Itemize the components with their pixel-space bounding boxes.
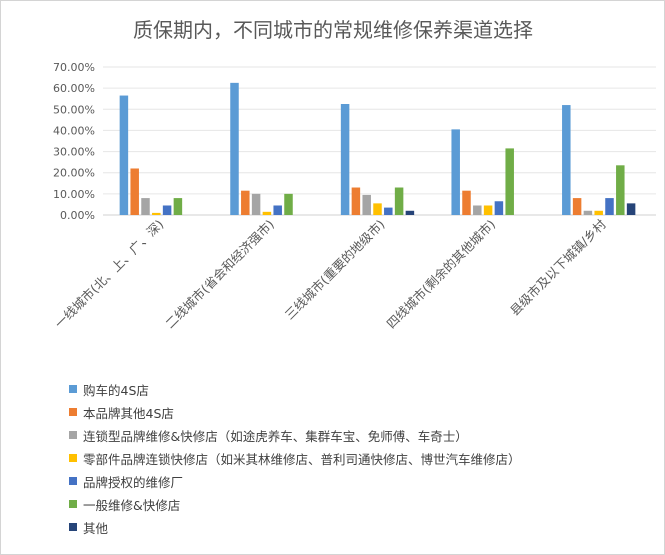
y-tick-label: 30.00%	[53, 146, 95, 159]
legend-swatch	[69, 523, 77, 531]
x-tick-label: 四线城市(剩余的其他城市)	[383, 217, 498, 332]
bar	[262, 211, 272, 215]
bar	[594, 210, 603, 215]
bar	[483, 205, 493, 215]
legend-swatch	[69, 454, 77, 462]
bar	[141, 198, 150, 215]
bar	[340, 104, 350, 215]
bar	[605, 198, 614, 215]
bar	[562, 105, 571, 215]
legend-item: 零部件品牌连锁快修店（如米其林维修店、普利司通快修店、博世汽车维修店）	[69, 448, 521, 468]
legend-item: 本品牌其他4S店	[69, 402, 521, 422]
legend-swatch	[69, 408, 77, 416]
legend-swatch	[69, 431, 77, 439]
x-tick-label: 县级市及以下城镇/乡村	[507, 216, 609, 318]
legend-item: 其他	[69, 517, 521, 537]
y-tick-label: 50.00%	[53, 103, 95, 116]
bar	[273, 205, 282, 215]
x-tick-label: 三线城市(重要的地级市)	[282, 217, 388, 323]
bar	[230, 82, 239, 215]
bar	[130, 168, 139, 215]
bar	[505, 148, 514, 215]
bar	[394, 187, 404, 215]
bar	[362, 194, 371, 215]
legend-swatch	[69, 385, 77, 393]
gridlines	[103, 66, 656, 216]
bar	[572, 198, 582, 215]
legend-swatch	[69, 477, 77, 485]
legend-label: 品牌授权的维修厂	[83, 474, 184, 490]
bar	[351, 187, 361, 215]
bar	[384, 207, 393, 215]
bar	[451, 129, 460, 215]
legend-item: 一般维修&快修店	[69, 494, 521, 514]
legend-label: 连锁型品牌维修&快修店（如途虎养车、集群车宝、免师傅、车奇士）	[83, 428, 468, 444]
legend: 购车的4S店本品牌其他4S店连锁型品牌维修&快修店（如途虎养车、集群车宝、免师傅…	[69, 379, 521, 540]
legend-item: 购车的4S店	[69, 379, 521, 399]
legend-item: 连锁型品牌维修&快修店（如途虎养车、集群车宝、免师傅、车奇士）	[69, 425, 521, 445]
bars	[119, 82, 636, 215]
legend-label: 一般维修&快修店	[83, 497, 181, 513]
bar	[162, 205, 172, 215]
y-axis: 0.00% 10.00% 20.00% 30.00% 40.00% 50.00% 60.00…	[53, 61, 95, 222]
legend-label: 其他	[83, 520, 109, 536]
bar	[152, 212, 161, 215]
bar	[251, 193, 261, 215]
bar	[119, 95, 129, 215]
legend-label: 购车的4S店	[83, 382, 149, 398]
y-tick-label: 60.00%	[53, 82, 95, 95]
x-tick-label: 二线城市(省会和经济强市)	[162, 217, 277, 332]
x-tick-label: 一线城市(北、上、广、深)	[52, 217, 167, 332]
bar	[494, 201, 504, 215]
legend-swatch	[69, 500, 77, 508]
bar	[405, 210, 415, 215]
x-axis: 一线城市(北、上、广、深)二线城市(省会和经济强市) 三线城市(重要的地级市)四线…	[52, 216, 609, 331]
bar	[373, 203, 382, 215]
y-tick-label: 40.00%	[53, 124, 95, 137]
bar	[462, 190, 471, 215]
bar	[616, 165, 625, 215]
bar	[626, 203, 636, 215]
bar	[241, 190, 250, 215]
bar	[173, 198, 183, 215]
bar	[473, 205, 482, 215]
y-tick-label: 20.00%	[53, 167, 95, 180]
bar	[284, 193, 293, 215]
y-tick-label: 70.00%	[53, 61, 95, 74]
legend-item: 品牌授权的维修厂	[69, 471, 521, 491]
legend-label: 零部件品牌连锁快修店（如米其林维修店、普利司通快修店、博世汽车维修店）	[83, 451, 521, 467]
chart-title: 质保期内，不同城市的常规维修保养渠道选择	[133, 18, 533, 42]
y-tick-label: 0.00%	[60, 209, 95, 222]
bar	[583, 210, 593, 215]
legend-label: 本品牌其他4S店	[83, 405, 174, 421]
y-tick-label: 10.00%	[53, 188, 95, 201]
